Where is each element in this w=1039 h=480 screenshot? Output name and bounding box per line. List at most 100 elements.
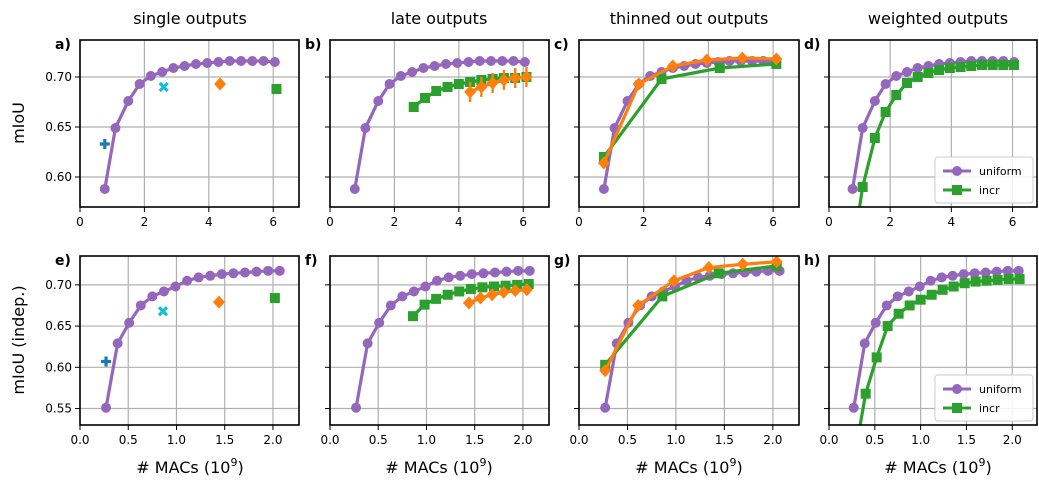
orange-point — [497, 285, 510, 299]
y-tick-label: 0.70 — [45, 278, 72, 292]
uniform-line — [353, 59, 525, 190]
incr-point — [915, 294, 926, 305]
incr-point — [465, 283, 476, 294]
incr-point — [656, 74, 667, 84]
x-tick-label: 1.0 — [666, 433, 685, 447]
incr-point — [442, 82, 453, 92]
legend-label-incr: incr — [979, 184, 1000, 197]
legend-label-uniform: uniform — [979, 383, 1022, 396]
uniform-point — [258, 56, 269, 66]
x-axis-label-text: # MACs (10 — [385, 458, 479, 477]
uniform-point — [440, 59, 451, 69]
incr-point — [489, 281, 500, 292]
incr-point — [860, 388, 871, 399]
incr-point — [500, 280, 511, 291]
uniform-point — [397, 291, 408, 302]
x-tick-label: 1.0 — [417, 433, 436, 447]
column-title-single: single outputs — [133, 9, 247, 28]
uniform-point — [263, 265, 274, 276]
incr-point — [937, 284, 948, 295]
uniform-point — [384, 79, 395, 89]
uniform-point — [455, 270, 466, 281]
panel-letter: b) — [305, 37, 321, 53]
x-axis-label-sup: 9 — [978, 456, 985, 469]
uniform-point — [1013, 265, 1024, 276]
uniform-point — [182, 275, 193, 286]
x-tick-label: 4 — [948, 215, 956, 229]
x-tick-label: 6 — [1009, 215, 1017, 229]
panel-letter: h) — [804, 253, 820, 269]
uniform-line — [104, 269, 280, 408]
axes-frame — [329, 39, 550, 208]
uniform-point — [478, 268, 489, 279]
legend-marker-incr — [952, 403, 962, 413]
incr-point — [987, 60, 998, 70]
incr-point — [970, 276, 981, 287]
panel-g: 0.0 0.5 1.0 1.5 2.0 g) — [554, 253, 800, 447]
series-group — [848, 265, 1025, 425]
x-tick-label: 1.5 — [465, 433, 484, 447]
uniform-point — [489, 267, 500, 278]
x-tick-label: 1.5 — [957, 433, 976, 447]
orange-point — [666, 59, 679, 73]
series-group — [599, 256, 785, 413]
incr-point — [408, 102, 419, 112]
uniform-point — [239, 267, 250, 278]
uniform-point — [349, 184, 360, 194]
orange-point — [632, 298, 645, 312]
x-tick-label: 0 — [326, 215, 334, 229]
uniform-point — [443, 272, 454, 283]
uniform-point — [891, 71, 902, 81]
orange-point — [632, 77, 645, 91]
uniform-point — [147, 291, 158, 302]
uniform-point — [980, 267, 991, 278]
panel-d: 0 2 4 6 d) uniform incr — [804, 37, 1038, 229]
incr-point — [420, 93, 431, 103]
orange-point — [214, 77, 227, 91]
axes-frame — [329, 255, 550, 426]
series-group — [351, 265, 535, 413]
uniform-point — [168, 63, 179, 73]
orange-point — [770, 256, 783, 269]
legend: uniform incr — [934, 156, 1034, 204]
incr-point — [407, 311, 418, 322]
y-tick-label: 0.55 — [45, 402, 72, 416]
orange-point — [520, 70, 533, 84]
legend-label-uniform: uniform — [979, 165, 1022, 178]
y-tick-label: 0.70 — [45, 70, 72, 84]
orange-point — [212, 295, 225, 309]
orange-point — [486, 288, 499, 302]
orange-point — [667, 274, 680, 288]
panel-letter: d) — [804, 37, 820, 53]
axes-frame — [578, 39, 800, 208]
x-axis-label-close: ) — [486, 458, 492, 477]
x-tick-label: 2 — [886, 215, 894, 229]
incr-point — [891, 90, 902, 100]
incr-line — [602, 62, 777, 158]
x-tick-label: 1.0 — [911, 433, 930, 447]
uniform-point — [513, 265, 524, 276]
x-axis-label-sup: 9 — [479, 456, 486, 469]
uniform-point — [124, 317, 135, 328]
uniform-point — [190, 59, 201, 69]
orange-point — [474, 291, 487, 305]
uniform-line — [103, 59, 275, 190]
uniform-point — [969, 268, 980, 279]
uniform-point — [859, 338, 870, 349]
uniform-point — [912, 63, 923, 73]
x-axis-label-sup: 9 — [729, 456, 736, 469]
incr-point — [453, 79, 464, 89]
x-tick-label: 0.5 — [618, 433, 637, 447]
uniform-point — [892, 291, 903, 302]
uniform-point — [870, 317, 881, 328]
uniform-point — [519, 57, 530, 67]
x-axis-label-col-1: # MACs (109) — [136, 456, 243, 477]
uniform-point — [497, 56, 508, 66]
x-tick-label: 0.0 — [569, 433, 588, 447]
uniform-point — [857, 123, 868, 133]
uniform-point — [170, 281, 181, 292]
axes-frame — [578, 255, 800, 426]
x-axis-label-close: ) — [985, 458, 991, 477]
column-title-weighted: weighted outputs — [868, 9, 1008, 28]
x-tick-label: 2 — [391, 215, 399, 229]
